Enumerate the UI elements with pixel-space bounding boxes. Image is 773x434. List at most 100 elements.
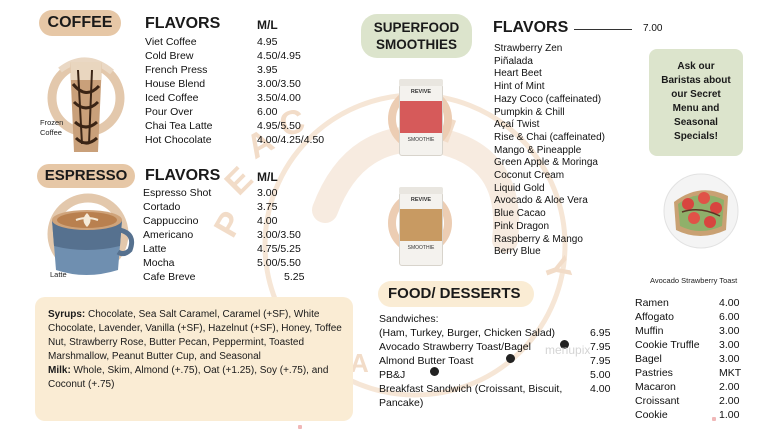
avocado-toast-image xyxy=(663,173,739,249)
dessert-item-name: Affogato xyxy=(635,311,674,323)
dessert-item-name: Ramen xyxy=(635,297,669,309)
dessert-item-price: 3.00 xyxy=(719,325,740,337)
syrups-list: Chocolate, Sea Salt Caramel, Caramel (+S… xyxy=(48,309,342,362)
smoothie-item: Raspberry & Mango xyxy=(494,233,583,245)
syrups-text: Syrups: Chocolate, Sea Salt Caramel, Car… xyxy=(48,308,348,392)
smoothies-title: SUPERFOOD SMOOTHIES xyxy=(361,14,472,58)
syrups-label: Syrups: xyxy=(48,309,86,320)
espresso-item-name: Cortado xyxy=(143,201,181,213)
dessert-item-name: Pastries xyxy=(635,367,673,379)
decorative-dot xyxy=(712,417,716,421)
coffee-item-name: House Blend xyxy=(145,78,206,90)
secret-menu-text: Ask our Baristas about our Secret Menu a… xyxy=(661,61,731,142)
coffee-title: COFFEE xyxy=(39,10,121,36)
coffee-item-price: 3.50/4.00 xyxy=(257,92,301,104)
espresso-item-name: Cappuccino xyxy=(143,215,199,227)
smoothie-item: Mango & Pineapple xyxy=(494,144,582,156)
cup-band xyxy=(400,209,442,241)
leaf-icon xyxy=(430,367,439,376)
coffee-item-price: 4.95 xyxy=(257,36,278,48)
coffee-item-price: 3.00/3.50 xyxy=(257,78,301,90)
cup-lid xyxy=(399,187,443,194)
espresso-item-price: 5.00/5.50 xyxy=(257,257,301,269)
espresso-item-name: Espresso Shot xyxy=(143,187,212,199)
smoothie-item: Pumpkin & Chill xyxy=(494,106,565,118)
coffee-item-name: French Press xyxy=(145,64,208,76)
frozen-coffee-caption: Frozen Coffee xyxy=(40,118,64,137)
espresso-item-price: 4.00 xyxy=(257,215,278,227)
coffee-item-name: Iced Coffee xyxy=(145,92,199,104)
latte-caption: Latte xyxy=(50,270,67,279)
food-title: FOOD/ DESSERTS xyxy=(378,281,534,307)
coffee-item-price: 4.50/4.95 xyxy=(257,50,301,62)
latte-image xyxy=(47,193,135,275)
food-item-name: Breakfast Sandwich (Croissant, Biscuit, xyxy=(379,383,563,395)
espresso-title: ESPRESSO xyxy=(37,164,135,188)
avocado-toast-caption: Avocado Strawberry Toast xyxy=(650,276,738,285)
coffee-item-name: Hot Chocolate xyxy=(145,134,212,146)
smoothie-item: Berry Blue xyxy=(494,246,541,258)
smoothie-item: Strawberry Zen xyxy=(494,43,563,54)
food-item-name: Almond Butter Toast xyxy=(379,355,474,367)
decorative-dot xyxy=(298,425,302,429)
espresso-item-price: 3.00 xyxy=(257,187,278,199)
dessert-item-price: 3.00 xyxy=(719,353,740,365)
cup-band xyxy=(400,101,442,133)
smoothies-flavors-label: FLAVORS xyxy=(493,19,569,36)
dessert-item-name: Muffin xyxy=(635,325,664,337)
smoothie-item: Coconut Cream xyxy=(494,170,565,181)
espresso-item-price: 3.00/3.50 xyxy=(257,229,301,241)
dessert-item-price: 4.00 xyxy=(719,297,740,309)
coffee-price-label: M/L xyxy=(257,18,278,32)
leaf-icon xyxy=(506,354,515,363)
cup-brand: REVIVE xyxy=(410,89,432,95)
espresso-item-name: Cafe Breve xyxy=(143,271,196,283)
frozen-coffee-image xyxy=(47,57,125,152)
milk-label: Milk: xyxy=(48,365,71,376)
coffee-item-name: Pour Over xyxy=(145,106,193,118)
cup-body: REVIVE SMOOTHIE xyxy=(399,79,443,156)
dessert-item-price: 3.00 xyxy=(719,339,740,351)
smoothie-item: Pink Dragon xyxy=(494,220,550,232)
cup-lid xyxy=(399,79,443,86)
cup-brand: REVIVE xyxy=(410,197,432,203)
dessert-item-name: Cookie Truffle xyxy=(635,339,700,351)
smoothie-item: Avocado & Aloe Vera xyxy=(494,195,588,207)
food-item-price: 7.95 xyxy=(590,341,611,353)
dessert-item-name: Macaron xyxy=(635,381,676,393)
food-item-name: Avocado Strawberry Toast/Bagel xyxy=(379,341,531,353)
dessert-item-price: 6.00 xyxy=(719,311,740,323)
leaf-icon xyxy=(560,340,569,349)
coffee-item-price: 6.00 xyxy=(257,106,278,118)
cup-body: REVIVE SMOOTHIE xyxy=(399,187,443,266)
smoothies-title-line2: SMOOTHIES xyxy=(375,37,457,52)
smoothies-price: 7.00 xyxy=(643,23,663,34)
coffee-item-name: Chai Tea Latte xyxy=(145,120,213,132)
coffee-item-price: 3.95 xyxy=(257,64,278,76)
smoothie-item: Hazy Coco (caffeinated) xyxy=(494,93,602,105)
smoothies-title-line1: SUPERFOOD xyxy=(373,20,460,35)
espresso-item-name: Mocha xyxy=(143,257,175,269)
smoothie-item: Green Apple & Moringa xyxy=(494,157,598,169)
dessert-item-price: 2.00 xyxy=(719,395,740,407)
food-item-name: (Ham, Turkey, Burger, Chicken Salad) xyxy=(379,327,556,339)
milk-list: Whole, Skim, Almond (+.75), Oat (+1.25),… xyxy=(48,365,329,390)
smoothie-item: Piñalada xyxy=(494,55,533,67)
food-item-price: 6.95 xyxy=(590,327,611,339)
espresso-item-name: Americano xyxy=(143,229,194,241)
watermark-letter: A xyxy=(350,348,369,378)
espresso-item-price: 5.25 xyxy=(284,271,305,283)
food-item-price: 7.95 xyxy=(590,355,611,367)
dessert-item-price: MKT xyxy=(719,367,742,379)
smoothie-item: Liquid Gold xyxy=(494,182,545,194)
food-item-price: 4.00 xyxy=(590,383,611,395)
food-item-name: Sandwiches: xyxy=(379,313,439,325)
espresso-price-label: M/L xyxy=(257,170,278,184)
coffee-item-price: 4.00/4.25/4.50 xyxy=(257,134,325,146)
smoothie-cup-image: REVIVE SMOOTHIE xyxy=(385,186,455,268)
smoothie-item: Açaí Twist xyxy=(494,119,540,131)
coffee-item-name: Cold Brew xyxy=(145,50,194,62)
smoothie-item: Heart Beet xyxy=(494,68,542,80)
dessert-item-price: 2.00 xyxy=(719,381,740,393)
coffee-flavors-label: FLAVORS xyxy=(145,15,221,32)
